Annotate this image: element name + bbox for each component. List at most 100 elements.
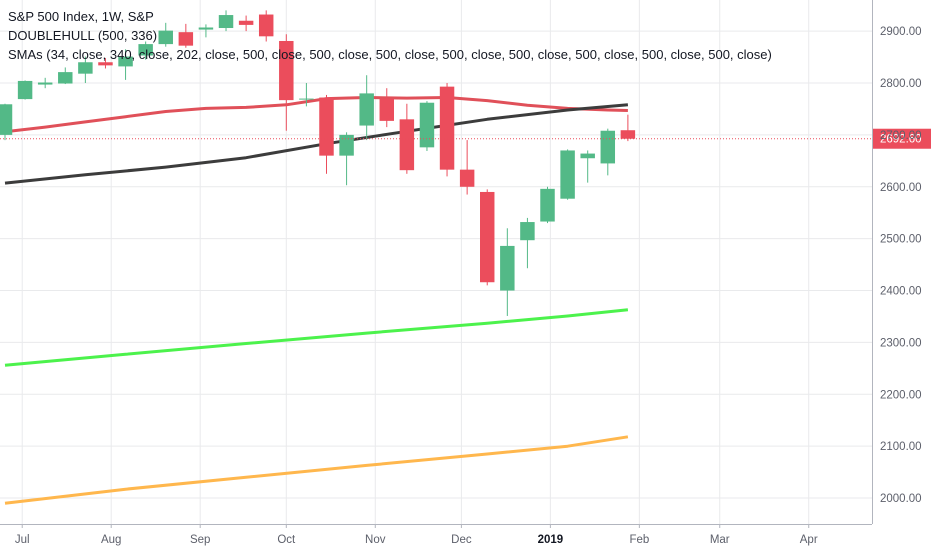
- candle-body: [600, 130, 616, 164]
- last-price-tag: [873, 128, 931, 149]
- candle-body: [279, 40, 294, 101]
- price-tick-label: 2600.00: [880, 182, 922, 194]
- candle: [379, 88, 395, 128]
- price-tick-label: 2200.00: [880, 389, 922, 401]
- candle-body: [500, 245, 515, 291]
- candle: [620, 114, 636, 142]
- price-tick-label: 2000.00: [880, 493, 922, 505]
- candle: [37, 77, 53, 89]
- candles: [0, 10, 636, 316]
- candle: [279, 34, 294, 131]
- candle: [138, 41, 153, 60]
- time-tick-label: Apr: [800, 534, 818, 546]
- candle-body: [419, 102, 435, 148]
- candle-body: [540, 188, 555, 222]
- candle: [218, 10, 234, 32]
- candle: [178, 23, 194, 48]
- candle: [540, 186, 555, 224]
- candle-body: [118, 56, 133, 67]
- candle: [399, 103, 415, 174]
- candle: [118, 49, 133, 80]
- candle-body: [620, 130, 636, 139]
- candle-body: [459, 169, 475, 187]
- time-tick-label: 2019: [538, 534, 564, 546]
- sma-line-4: [4, 435, 629, 505]
- price-tick-label: 2900.00: [880, 26, 922, 38]
- candle-body: [560, 150, 575, 199]
- last-price-line: 2692.60: [0, 128, 931, 149]
- candle-body: [319, 97, 334, 156]
- candle-body: [520, 222, 535, 241]
- time-tick-label: Aug: [101, 534, 121, 546]
- candle: [459, 140, 475, 195]
- candle-body: [399, 119, 415, 171]
- candle-body: [238, 20, 254, 25]
- candle: [580, 150, 595, 183]
- price-tick-label: 2400.00: [880, 286, 922, 298]
- sma-line-2: [4, 103, 629, 185]
- candle-body: [359, 93, 374, 126]
- candle: [78, 56, 93, 84]
- price-tick-label: 2300.00: [880, 337, 922, 349]
- candle: [339, 132, 354, 186]
- candle: [238, 15, 254, 32]
- candle: [58, 67, 73, 85]
- price-axis[interactable]: 2000.00 2100.00 2200.00 2300.00 2400.00 2500.…: [872, 0, 922, 524]
- candle-body: [0, 104, 13, 135]
- candle-body: [198, 27, 214, 30]
- candle: [600, 128, 616, 176]
- candle-body: [379, 98, 395, 121]
- candle: [98, 58, 113, 69]
- price-tick-label: 2100.00: [880, 441, 922, 453]
- time-tick-label: Sep: [190, 534, 210, 546]
- price-tick-label: 2800.00: [880, 78, 922, 90]
- last-price-label: 2692.60: [880, 134, 922, 146]
- sma-line-3: [4, 308, 629, 367]
- grid: [0, 0, 872, 524]
- candle-body: [218, 15, 234, 29]
- candle: [299, 83, 314, 107]
- time-axis[interactable]: Jul Aug Sep Oct Nov Dec 2019 Feb Mar Apr: [0, 524, 872, 546]
- candle-body: [158, 30, 173, 45]
- candle-body: [580, 153, 595, 159]
- candle: [319, 94, 334, 174]
- candle: [198, 24, 214, 38]
- candle-body: [339, 134, 354, 156]
- candle-body: [439, 86, 455, 170]
- candle-body: [258, 14, 274, 37]
- candle: [520, 217, 535, 269]
- candle: [258, 10, 274, 42]
- candle-body: [178, 32, 194, 46]
- time-tick-label: Dec: [451, 534, 472, 546]
- candle-body: [78, 62, 93, 74]
- candle: [479, 189, 495, 286]
- candle: [560, 149, 575, 200]
- time-tick-label: Mar: [710, 534, 730, 546]
- chart-legend: S&P 500 Index, 1W, S&P DOUBLEHULL (500, …: [8, 7, 772, 64]
- candle-body: [299, 98, 314, 100]
- time-tick-label: Nov: [365, 534, 386, 546]
- candle-body: [17, 80, 33, 100]
- symbol-title[interactable]: S&P 500 Index, 1W, S&P: [8, 9, 154, 24]
- time-tick-label: Oct: [277, 534, 296, 546]
- candle: [500, 228, 515, 316]
- candle-body: [37, 82, 53, 85]
- candle: [17, 80, 33, 100]
- indicator-label-doublehull[interactable]: DOUBLEHULL (500, 336): [8, 28, 158, 43]
- candle-body: [479, 191, 495, 283]
- candle-body: [138, 44, 153, 56]
- candle: [158, 22, 173, 47]
- time-tick-label: Jul: [15, 534, 30, 546]
- candle-body: [58, 72, 73, 84]
- candle: [0, 103, 13, 141]
- price-tick-label: 2500.00: [880, 234, 922, 246]
- moving-average-lines: [4, 96, 629, 505]
- candle-body: [98, 62, 113, 66]
- candle: [419, 101, 435, 151]
- candle: [359, 75, 374, 141]
- indicator-label-smas[interactable]: SMAs (34, close, 340, close, 202, close,…: [8, 47, 772, 62]
- candle: [439, 83, 455, 177]
- time-tick-label: Feb: [629, 534, 649, 546]
